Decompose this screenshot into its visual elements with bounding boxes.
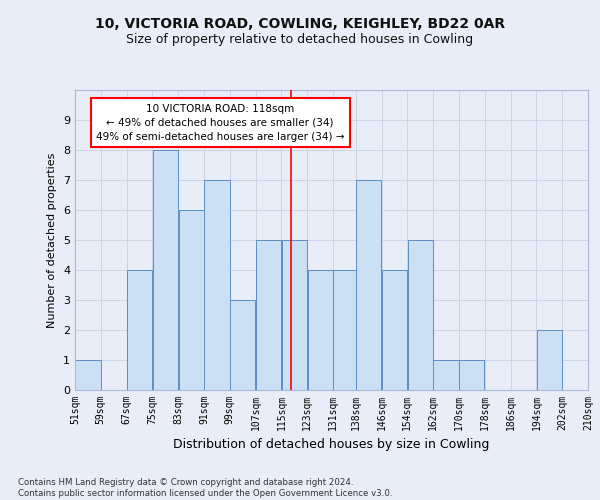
Bar	[75, 360, 101, 390]
Bar	[459, 360, 484, 390]
Text: 10, VICTORIA ROAD, COWLING, KEIGHLEY, BD22 0AR: 10, VICTORIA ROAD, COWLING, KEIGHLEY, BD…	[95, 18, 505, 32]
Text: Contains HM Land Registry data © Crown copyright and database right 2024.
Contai: Contains HM Land Registry data © Crown c…	[18, 478, 392, 498]
Bar	[256, 240, 281, 390]
Bar	[230, 300, 256, 390]
Bar	[205, 180, 230, 390]
Bar	[127, 270, 152, 390]
Bar	[382, 270, 407, 390]
X-axis label: Distribution of detached houses by size in Cowling: Distribution of detached houses by size …	[173, 438, 490, 452]
Bar	[407, 240, 433, 390]
Bar	[282, 240, 307, 390]
Bar	[179, 210, 204, 390]
Bar	[152, 150, 178, 390]
Text: Size of property relative to detached houses in Cowling: Size of property relative to detached ho…	[127, 32, 473, 46]
Bar	[308, 270, 333, 390]
Bar	[433, 360, 458, 390]
Bar	[356, 180, 381, 390]
Y-axis label: Number of detached properties: Number of detached properties	[47, 152, 58, 328]
Bar	[536, 330, 562, 390]
Bar	[334, 270, 359, 390]
Text: 10 VICTORIA ROAD: 118sqm
← 49% of detached houses are smaller (34)
49% of semi-d: 10 VICTORIA ROAD: 118sqm ← 49% of detach…	[96, 104, 344, 142]
